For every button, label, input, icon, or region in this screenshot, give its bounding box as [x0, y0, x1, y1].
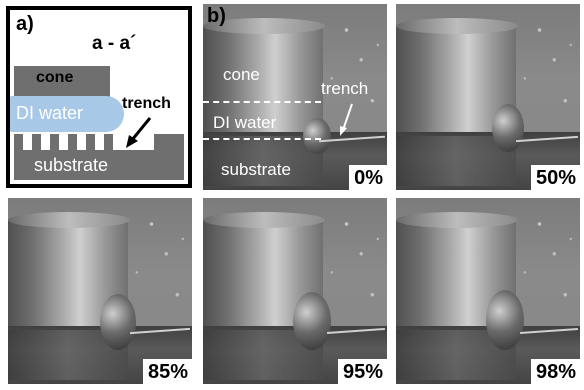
cone-label: cone [36, 69, 74, 86]
cone-top [8, 212, 130, 228]
substrate-pillar [104, 134, 113, 152]
substrate-pillar [86, 134, 95, 152]
photo-frame-85: 85% [8, 198, 192, 384]
panel-a-tag: a) [16, 13, 34, 35]
trench-arrow-icon [340, 103, 353, 136]
cone-block [14, 66, 110, 98]
water-drop [486, 290, 524, 350]
cone-reflection [203, 136, 323, 186]
percent-label: 50% [530, 165, 580, 190]
photo-frame-98: 98% [396, 198, 580, 384]
trench-label: trench [321, 79, 369, 98]
substrate-edge [154, 134, 184, 152]
water-droplet-shape [10, 96, 124, 132]
water-drop [492, 104, 524, 152]
cone-cylinder [203, 26, 323, 132]
water-drop [100, 294, 136, 350]
photo-frame-50: 50% [396, 4, 580, 190]
photo-frame-95: 95% [203, 198, 387, 384]
cone-top [396, 18, 518, 34]
water-label: DI water [16, 103, 84, 123]
boundary-dash [203, 101, 321, 103]
substrate-pillar [50, 134, 59, 152]
percent-label: 0% [349, 165, 387, 190]
water-drop [303, 118, 331, 154]
substrate-pillar [68, 134, 77, 152]
water-drop [293, 292, 331, 350]
panel-b-tag: b) [207, 5, 226, 27]
photo-frame-0: b) cone DI water substrate trench 0% [203, 4, 387, 190]
substrate-pillar [14, 134, 23, 152]
trench-arrow-icon [126, 117, 152, 148]
cone-top [203, 212, 325, 228]
section-label: a - a´ [92, 33, 137, 54]
water-label: DI water [213, 113, 277, 132]
percent-label: 85% [142, 359, 192, 384]
substrate-block [14, 150, 184, 180]
percent-label: 95% [337, 359, 387, 384]
cone-top [396, 212, 518, 228]
schematic-panel: a) a - a´ cone DI water trench substrate [6, 6, 192, 188]
boundary-dash [203, 138, 321, 140]
percent-label: 98% [530, 359, 580, 384]
cone-top [203, 18, 325, 34]
trench-label: trench [122, 95, 171, 112]
cone-label: cone [223, 65, 260, 84]
substrate-pillar [32, 134, 41, 152]
substrate-label: substrate [221, 160, 291, 179]
substrate-label: substrate [34, 155, 109, 175]
